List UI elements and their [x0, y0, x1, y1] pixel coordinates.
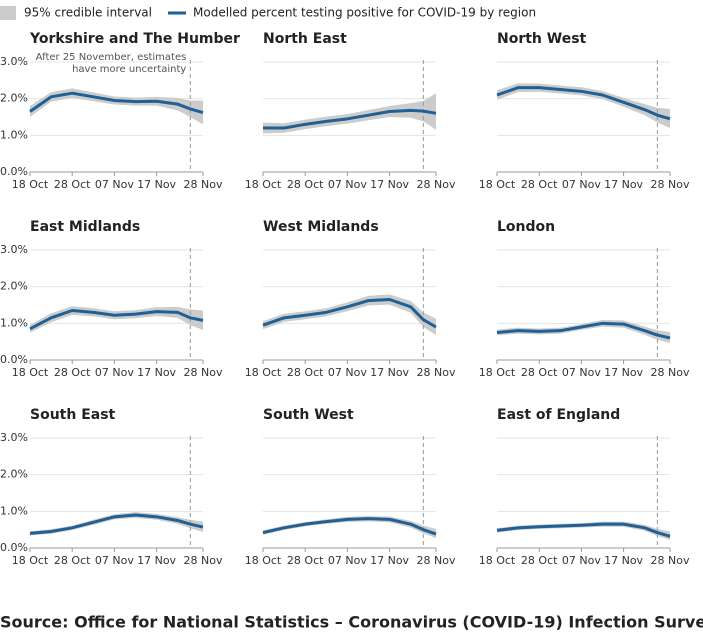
line	[263, 108, 437, 130]
panel-title: North West	[497, 31, 587, 47]
credible-band	[263, 294, 436, 336]
panel-title: East Midlands	[30, 219, 140, 235]
credible-band	[30, 88, 203, 125]
x-tick-label: 07 Nov	[95, 178, 134, 191]
x-tick-label: 28 Oct	[54, 178, 91, 191]
x-tick-label: 18 Oct	[479, 554, 516, 567]
panel-title: South West	[263, 407, 354, 423]
x-tick-label: 18 Oct	[12, 554, 49, 567]
line	[29, 513, 204, 535]
x-tick-label: 17 Nov	[604, 554, 643, 567]
panel-title: Yorkshire and The Humber	[29, 31, 240, 47]
annotation: have more uncertainty	[72, 64, 186, 75]
x-tick-label: 07 Nov	[95, 554, 134, 567]
x-tick-label: 18 Oct	[12, 178, 49, 191]
source: Source: Office for National Statistics –…	[0, 613, 703, 632]
x-tick-label: 17 Nov	[604, 366, 643, 379]
y-tick-label: 3.0%	[0, 431, 28, 444]
line	[262, 517, 437, 536]
line	[262, 298, 437, 329]
x-tick-label: 07 Nov	[562, 366, 601, 379]
y-tick-label: 3.0%	[0, 243, 28, 256]
annotation: After 25 November, estimates	[36, 52, 187, 63]
y-tick-label: 2.0%	[0, 92, 28, 105]
legend-line-label: Modelled percent testing positive for CO…	[193, 6, 536, 20]
x-tick-label: 17 Nov	[604, 178, 643, 191]
x-tick-label: 17 Nov	[137, 554, 176, 567]
x-tick-label: 28 Oct	[287, 366, 324, 379]
x-tick-label: 28 Oct	[54, 554, 91, 567]
x-tick-label: 28 Nov	[184, 554, 223, 567]
x-tick-label: 07 Nov	[328, 178, 367, 191]
x-tick-label: 28 Nov	[651, 366, 690, 379]
panel-title: West Midlands	[263, 219, 379, 235]
x-tick-label: 18 Oct	[479, 366, 516, 379]
panel-title: South East	[30, 407, 116, 423]
x-tick-label: 07 Nov	[562, 178, 601, 191]
x-tick-label: 28 Nov	[184, 178, 223, 191]
x-tick-label: 28 Oct	[287, 554, 324, 567]
x-tick-label: 18 Oct	[479, 178, 516, 191]
y-tick-label: 3.0%	[0, 55, 28, 68]
y-tick-label: 0.0%	[0, 353, 28, 366]
x-tick-label: 18 Oct	[245, 366, 282, 379]
line	[496, 86, 671, 121]
y-tick-label: 2.0%	[0, 468, 28, 481]
x-tick-label: 28 Nov	[651, 554, 690, 567]
x-tick-label: 17 Nov	[370, 178, 409, 191]
x-tick-label: 07 Nov	[562, 554, 601, 567]
credible-band	[30, 306, 203, 333]
panel-title: North East	[263, 31, 347, 47]
line	[496, 522, 671, 538]
panel-title: London	[497, 219, 555, 235]
x-tick-label: 18 Oct	[245, 178, 282, 191]
x-tick-label: 17 Nov	[137, 178, 176, 191]
x-tick-label: 18 Oct	[12, 366, 49, 379]
y-tick-label: 0.0%	[0, 541, 28, 554]
x-tick-label: 28 Oct	[54, 366, 91, 379]
x-tick-label: 28 Oct	[521, 366, 558, 379]
line	[496, 321, 671, 340]
x-tick-label: 28 Nov	[417, 178, 456, 191]
x-tick-label: 28 Nov	[417, 366, 456, 379]
y-tick-label: 1.0%	[0, 504, 28, 517]
x-tick-label: 18 Oct	[245, 554, 282, 567]
x-tick-label: 28 Oct	[521, 554, 558, 567]
x-tick-label: 07 Nov	[328, 554, 367, 567]
y-tick-label: 1.0%	[0, 128, 28, 141]
legend-band-swatch	[0, 6, 16, 20]
x-tick-label: 28 Nov	[417, 554, 456, 567]
y-tick-label: 2.0%	[0, 280, 28, 293]
line	[29, 91, 204, 115]
x-tick-label: 17 Nov	[137, 366, 176, 379]
line	[29, 309, 204, 331]
x-tick-label: 07 Nov	[95, 366, 134, 379]
credible-band	[497, 83, 670, 128]
panel-title: East of England	[497, 407, 620, 423]
x-tick-label: 28 Oct	[521, 178, 558, 191]
x-tick-label: 07 Nov	[328, 366, 367, 379]
y-tick-label: 0.0%	[0, 165, 28, 178]
legend-band-label: 95% credible interval	[24, 6, 152, 20]
x-tick-label: 17 Nov	[370, 554, 409, 567]
x-tick-label: 28 Nov	[184, 366, 223, 379]
x-tick-label: 17 Nov	[370, 366, 409, 379]
x-tick-label: 28 Nov	[651, 178, 690, 191]
y-tick-label: 1.0%	[0, 316, 28, 329]
x-tick-label: 28 Oct	[287, 178, 324, 191]
